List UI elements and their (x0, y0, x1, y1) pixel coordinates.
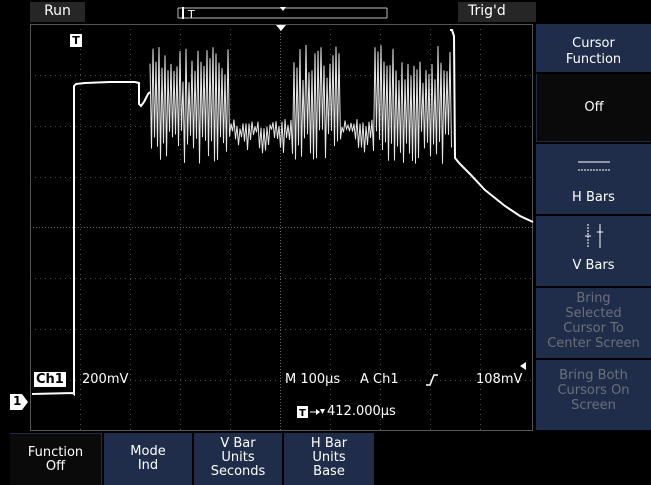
trigger-position-icon: T (297, 405, 325, 423)
trigger-source-readout: A Ch1 (360, 372, 399, 387)
v-bar-units-button[interactable]: V Bar Units Seconds (194, 433, 282, 485)
trigger-level-readout: 108mV (476, 372, 523, 387)
mode-ind-button[interactable]: Mode Ind (104, 433, 192, 485)
cursor-off-button[interactable]: Off (536, 74, 651, 142)
graticule (10, 24, 535, 431)
function-off-button[interactable]: Function Off (10, 433, 102, 485)
channel-1-scale: 200mV (82, 372, 129, 387)
waveform-screen[interactable]: T 1 Ch1 200mV M 100µs A Ch1 108mV T 412.… (10, 24, 535, 431)
run-status: Run (30, 2, 85, 22)
menu-title: Cursor Function (536, 24, 651, 72)
svg-text:T: T (299, 408, 306, 419)
v-bars-button[interactable]: V Bars (536, 216, 651, 286)
channel-1-ground-marker[interactable]: 1 (10, 393, 30, 411)
cursor-side-menu: Cursor Function Off H Bars V Bars Bring … (536, 24, 651, 431)
status-bar: Run T Trig'd (0, 0, 536, 24)
trigger-position-readout: 412.000µs (327, 404, 396, 419)
v-bars-icon (584, 224, 603, 248)
timebase-readout: M 100µs (285, 372, 341, 387)
signal-burst-trace (149, 44, 452, 164)
trigger-slope-icon (425, 373, 439, 391)
h-bars-icon (577, 161, 610, 171)
bring-selected-cursor-button[interactable]: Bring Selected Cursor To Center Screen (536, 288, 651, 358)
svg-text:T: T (187, 8, 195, 19)
bottom-menu: Function Off Mode Ind V Bar Units Second… (0, 431, 651, 485)
trigger-marker: T (70, 34, 82, 47)
trigger-status: Trig'd (458, 2, 536, 22)
bring-both-cursors-button[interactable]: Bring Both Cursors On Screen (536, 360, 651, 430)
record-view-bar: T (177, 7, 388, 19)
channel-1-badge: Ch1 (34, 372, 66, 387)
h-bar-units-button[interactable]: H Bar Units Base (284, 433, 374, 485)
h-bars-button[interactable]: H Bars (536, 144, 651, 214)
